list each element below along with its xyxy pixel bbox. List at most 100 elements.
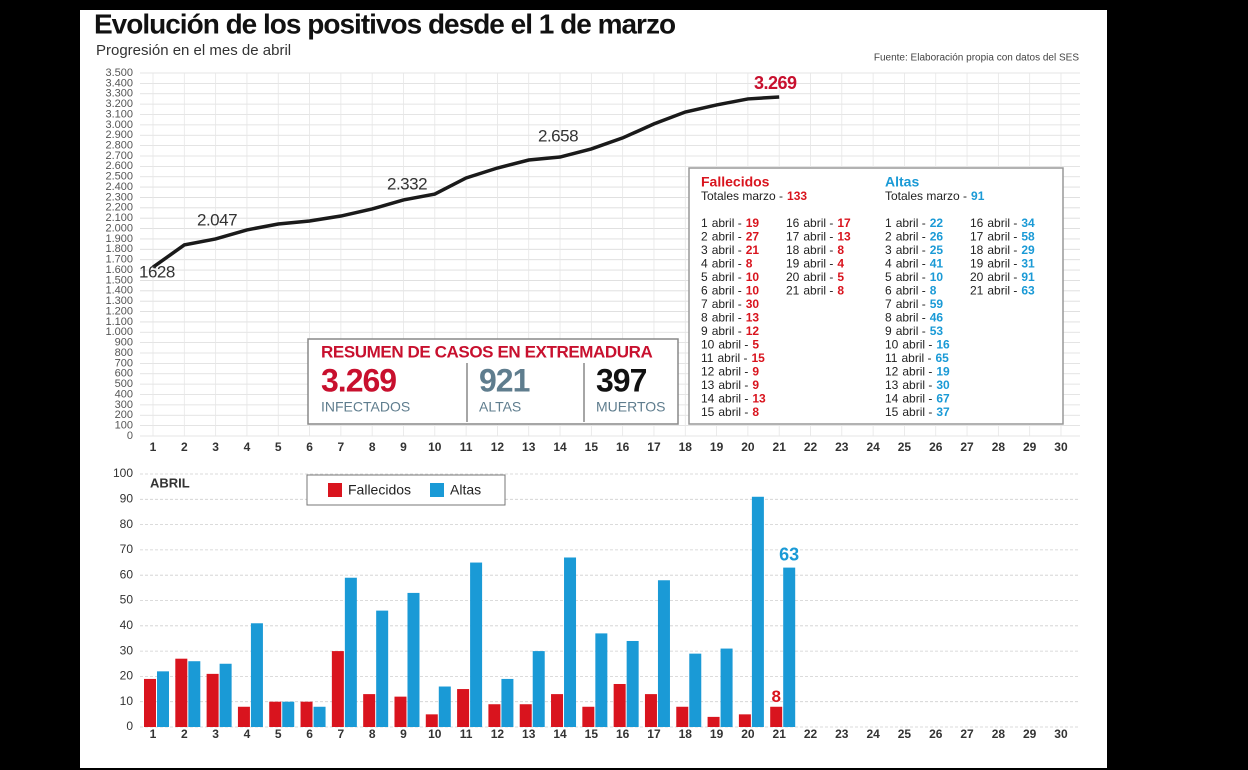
entry-day: 11 bbox=[701, 351, 714, 365]
entry-value: 8 bbox=[837, 284, 844, 298]
bar bbox=[175, 658, 188, 727]
entry-month: abril - bbox=[803, 216, 833, 230]
panel-entry: 20 abril - 91 bbox=[970, 270, 1035, 284]
bar bbox=[501, 678, 514, 727]
entry-value: 34 bbox=[1021, 216, 1035, 230]
x-tick-label: 3 bbox=[212, 440, 219, 454]
entry-day: 15 bbox=[701, 405, 715, 419]
entry-value: 10 bbox=[746, 270, 760, 284]
x-tick-label: 5 bbox=[275, 440, 282, 454]
panel-entry: 16 abril - 34 bbox=[970, 216, 1035, 230]
y-tick-label: 0 bbox=[126, 719, 133, 733]
summary-value: 3.269 bbox=[321, 362, 396, 398]
panel-entry: 2 abril - 27 bbox=[701, 230, 759, 244]
entry-day: 12 bbox=[701, 365, 715, 379]
panel-entry: 16 abril - 17 bbox=[786, 216, 851, 230]
entry-day: 9 bbox=[885, 324, 892, 338]
entry-month: abril - bbox=[712, 311, 742, 325]
summary-label: INFECTADOS bbox=[321, 399, 410, 415]
entry-month: abril - bbox=[717, 351, 747, 365]
bar bbox=[376, 610, 389, 727]
y-tick-label: 700 bbox=[115, 357, 133, 369]
x-tick-label: 15 bbox=[585, 440, 599, 454]
entry-value: 5 bbox=[837, 270, 844, 284]
panel-entry: 5 abril - 10 bbox=[701, 270, 759, 284]
panel-entry: 4 abril - 41 bbox=[885, 257, 943, 271]
entry-month: abril - bbox=[896, 216, 926, 230]
panel-entry: 19 abril - 31 bbox=[970, 257, 1035, 271]
x-tick-label: 22 bbox=[804, 440, 818, 454]
entry-month: abril - bbox=[896, 270, 926, 284]
y-tick-label: 2.600 bbox=[105, 160, 133, 172]
entry-day: 12 bbox=[885, 365, 899, 379]
x-tick-label: 7 bbox=[338, 727, 345, 741]
bar bbox=[689, 653, 702, 727]
x-tick-label: 4 bbox=[244, 440, 251, 454]
entry-value: 9 bbox=[752, 378, 759, 392]
x-tick-label: 9 bbox=[400, 440, 407, 454]
bar bbox=[157, 671, 169, 727]
bar bbox=[657, 580, 670, 727]
entry-day: 13 bbox=[701, 378, 715, 392]
x-tick-label: 2 bbox=[181, 727, 188, 741]
march-label: Totales marzo - bbox=[885, 189, 967, 203]
panel-entry: 1 abril - 22 bbox=[885, 216, 943, 230]
entry-month: abril - bbox=[896, 324, 926, 338]
entry-value: 16 bbox=[936, 338, 950, 352]
x-tick-label: 14 bbox=[553, 440, 567, 454]
panel-entry: 3 abril - 25 bbox=[885, 243, 943, 257]
bar bbox=[783, 567, 796, 727]
entry-value: 12 bbox=[746, 324, 760, 338]
bar bbox=[613, 683, 626, 727]
x-tick-label: 21 bbox=[773, 440, 787, 454]
y-tick-label: 300 bbox=[115, 399, 133, 411]
y-tick-label: 2.100 bbox=[105, 212, 133, 224]
panel-entry: 8 abril - 13 bbox=[701, 311, 759, 325]
entry-day: 15 bbox=[885, 405, 899, 419]
x-tick-label: 27 bbox=[960, 440, 974, 454]
x-tick-label: 27 bbox=[960, 727, 974, 741]
y-tick-label: 2.400 bbox=[105, 181, 133, 193]
bar bbox=[407, 592, 420, 727]
entry-value: 10 bbox=[930, 270, 944, 284]
x-tick-label: 1 bbox=[150, 440, 157, 454]
annotation: 2.047 bbox=[197, 210, 237, 229]
bar bbox=[595, 633, 608, 727]
bar bbox=[206, 673, 219, 727]
entry-value: 58 bbox=[1021, 230, 1035, 244]
entry-value: 13 bbox=[837, 230, 851, 244]
x-tick-label: 2 bbox=[181, 440, 188, 454]
entry-month: abril - bbox=[712, 257, 742, 271]
bar bbox=[250, 623, 263, 727]
bar bbox=[331, 651, 344, 727]
entry-month: abril - bbox=[803, 230, 833, 244]
entry-day: 6 bbox=[885, 284, 892, 298]
entry-value: 10 bbox=[746, 284, 760, 298]
entry-day: 14 bbox=[885, 392, 899, 406]
legend-swatch bbox=[430, 483, 444, 497]
summary-value: 921 bbox=[479, 362, 530, 398]
entry-day: 21 bbox=[970, 284, 984, 298]
x-tick-label: 29 bbox=[1023, 727, 1037, 741]
bar bbox=[738, 714, 751, 727]
panel-entry: 13 abril - 30 bbox=[885, 378, 950, 392]
source: Fuente: Elaboración propia con datos del… bbox=[874, 53, 1079, 64]
x-tick-label: 26 bbox=[929, 440, 943, 454]
summary-label: MUERTOS bbox=[596, 399, 666, 415]
y-tick-label: 1.100 bbox=[105, 316, 133, 328]
entry-value: 25 bbox=[930, 243, 944, 257]
panel-entry: 14 abril - 13 bbox=[701, 392, 766, 406]
entry-month: abril - bbox=[718, 338, 748, 352]
bar bbox=[363, 694, 376, 727]
x-tick-label: 30 bbox=[1054, 727, 1068, 741]
entry-month: abril - bbox=[712, 284, 742, 298]
entry-value: 59 bbox=[930, 297, 944, 311]
entry-month: abril - bbox=[896, 243, 926, 257]
entry-value: 15 bbox=[751, 351, 765, 365]
x-tick-label: 24 bbox=[866, 727, 880, 741]
entry-month: abril - bbox=[803, 284, 833, 298]
bar bbox=[470, 562, 483, 727]
x-tick-label: 23 bbox=[835, 440, 849, 454]
entry-month: abril - bbox=[712, 324, 742, 338]
bar bbox=[394, 696, 407, 727]
